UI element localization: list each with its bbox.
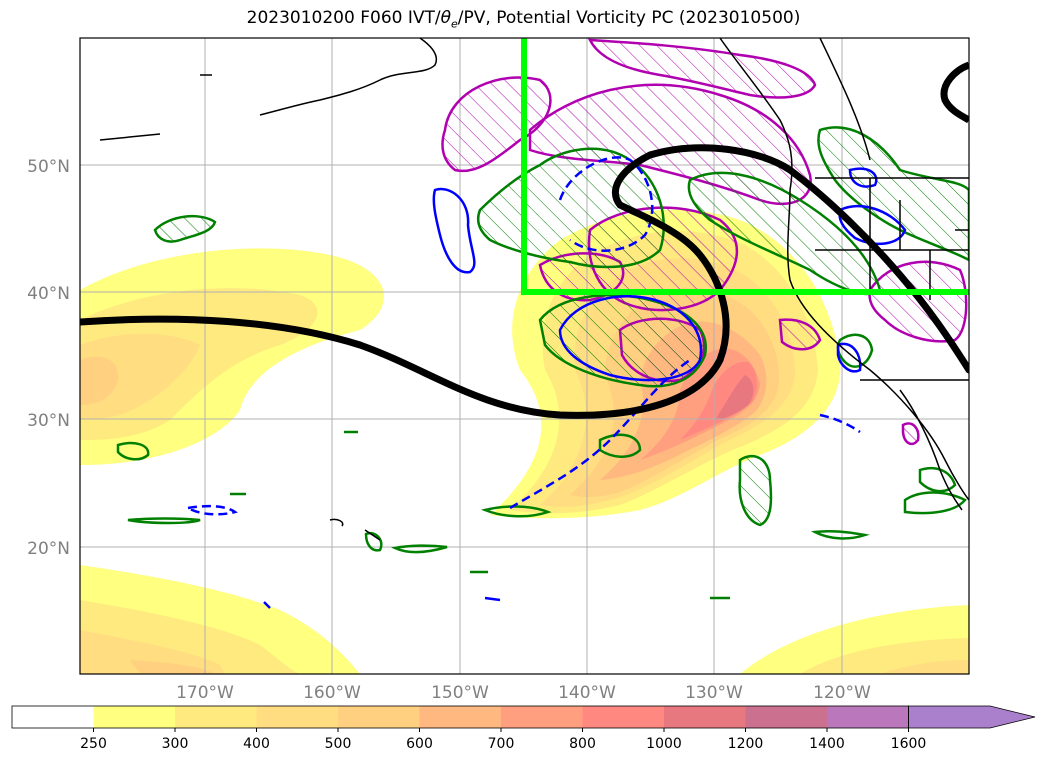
jet-stream-line [80, 144, 969, 419]
colorbar-cell [582, 706, 664, 728]
lat-label-30n: 30°N [27, 411, 70, 431]
colorbar-cell [501, 706, 583, 728]
colorbar-cell [827, 706, 909, 728]
lon-label-140w: 140°W [558, 683, 616, 703]
colorbar-label: 1400 [809, 736, 845, 752]
colorbar-label: 700 [488, 736, 515, 752]
colorbar-label: 1200 [728, 736, 764, 752]
colorbar-cell [175, 706, 257, 728]
lat-label-20n: 20°N [27, 539, 70, 559]
colorbar-cell [745, 706, 827, 728]
colorbar-labels: 250 300 400 500 600 700 800 1000 1200 1400 1600 [80, 736, 926, 752]
colorbar-label: 250 [80, 736, 107, 752]
colorbar-cell [664, 706, 746, 728]
target-region-box [521, 38, 969, 295]
colorbar-frame [11, 705, 909, 729]
colorbar-ticks [93, 728, 909, 732]
colorbar-label: 300 [162, 736, 189, 752]
colorbar-label: 600 [406, 736, 433, 752]
colorbar-cell [12, 706, 94, 728]
colorbar-cell [419, 706, 501, 728]
colorbar-label: 500 [325, 736, 352, 752]
lon-label-170w: 170°W [176, 683, 234, 703]
lon-label-120w: 120°W [813, 683, 871, 703]
map-frame [79, 37, 970, 675]
colorbar-cell [256, 706, 338, 728]
title-theta: θ [440, 8, 452, 28]
lat-label-50n: 50°N [27, 157, 70, 177]
title-prefix: 2023010200 F060 IVT/ [246, 8, 441, 28]
colorbar-cells [11, 705, 1036, 729]
lon-label-160w: 160°W [303, 683, 361, 703]
title-suffix: /PV, Potential Vorticity PC (2023010500) [457, 8, 801, 28]
colorbar-label: 800 [569, 736, 596, 752]
map-plot-area [80, 38, 969, 674]
title-theta-subscript: e [451, 17, 458, 31]
colorbar-label: 1000 [646, 736, 682, 752]
jet-stream-line-north [940, 61, 969, 124]
colorbar-label: 1600 [891, 736, 927, 752]
colorbar-cell [93, 706, 175, 728]
colorbar-cell [338, 706, 420, 728]
negative-blue-contours [184, 156, 907, 609]
lat-label-40n: 40°N [27, 284, 70, 304]
coastlines [99, 38, 969, 541]
colorbar-label: 400 [243, 736, 270, 752]
lon-label-130w: 130°W [685, 683, 743, 703]
colorbar: 250 300 400 500 600 700 800 1000 1200 1400 1600 [11, 705, 1036, 752]
colorbar-extend-arrow [908, 705, 1036, 729]
plot-title: 2023010200 F060 IVT/θe/PV, Potential Vor… [0, 8, 1047, 30]
lon-label-150w: 150°W [431, 683, 489, 703]
